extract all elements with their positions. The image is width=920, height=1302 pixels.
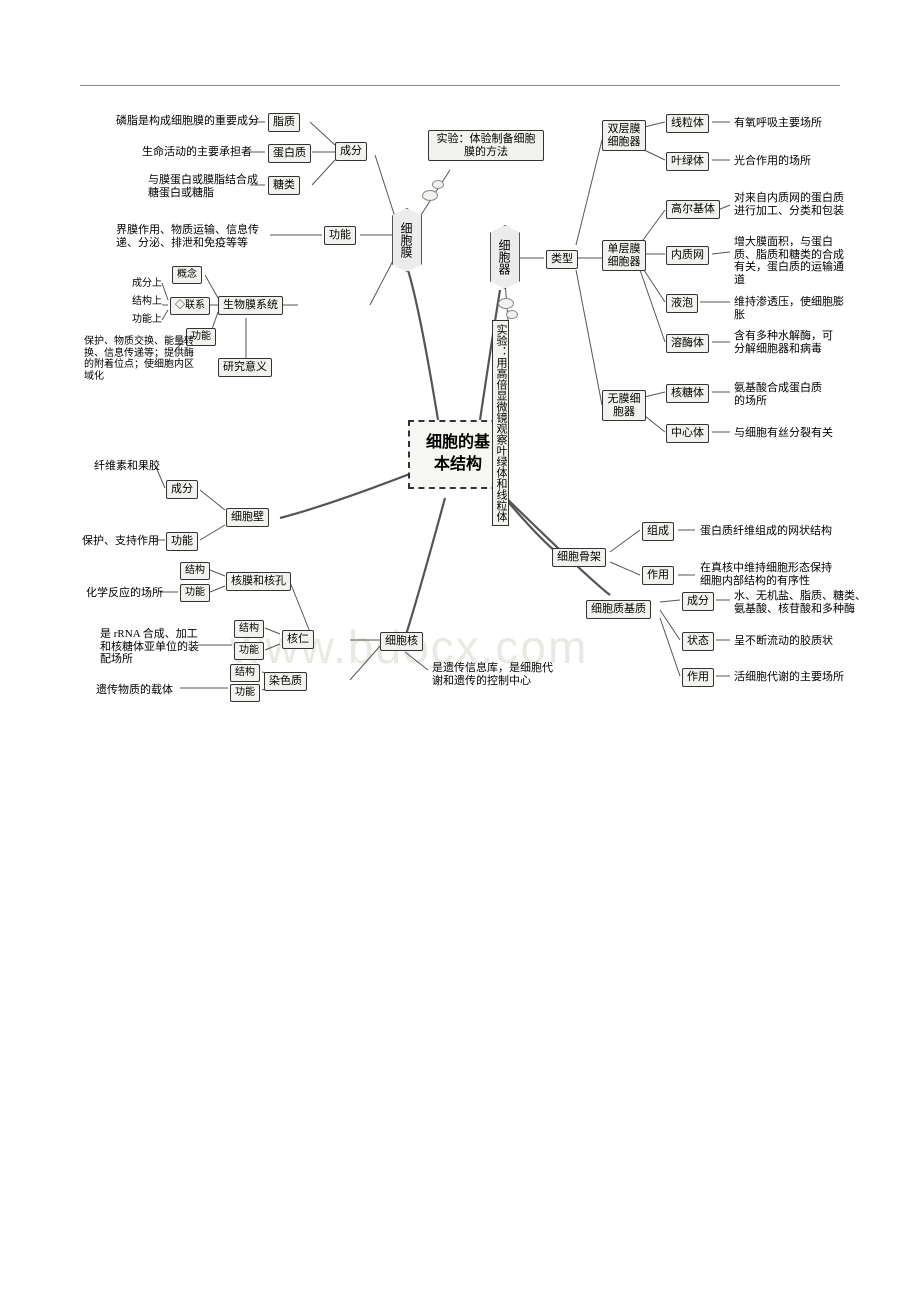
org-d0-desc: 有氧呼吸主要场所 [730, 115, 826, 132]
bms-rel-txt: 联系 [185, 300, 205, 311]
bms-rel-c: 功能上 [128, 312, 166, 328]
bms-label: 生物膜系统 [218, 296, 283, 315]
cytosol-label: 细胞质基质 [586, 600, 651, 619]
nucleolus-label: 核仁 [282, 630, 314, 649]
membrane-experiment: 实验：体验制备细胞膜的方法 [428, 130, 544, 161]
bms-rel-label: ◇联系 [170, 297, 210, 315]
cytosol-func-desc: 活细胞代谢的主要场所 [730, 669, 848, 686]
chromatin-desc: 遗传物质的载体 [92, 682, 177, 699]
cytosol-func-label: 作用 [682, 668, 714, 687]
mindmap-canvas: www.bdocx.com [0, 0, 920, 1302]
org-d1-name: 叶绿体 [666, 152, 709, 171]
comp-name-1: 蛋白质 [268, 144, 311, 163]
comp-desc-1: 生命活动的主要承担者 [138, 144, 264, 161]
org-single-label: 单层膜细胞器 [602, 240, 646, 271]
cytosol-state-desc: 呈不断流动的胶质状 [730, 633, 837, 650]
bms-rel-a: 成分上 [128, 276, 166, 292]
nucleolus-func: 功能 [234, 642, 264, 660]
hex-organelles: 细胞器 [490, 225, 520, 289]
org-s3-desc: 含有多种水解酶，可分解细胞器和病毒 [730, 328, 846, 357]
org-n1-desc: 与细胞有丝分裂有关 [730, 425, 837, 442]
envelope-struct: 结构 [180, 562, 210, 580]
wall-comp-desc: 纤维素和果胶 [90, 458, 164, 475]
cyto-comp-label: 组成 [642, 522, 674, 541]
cytosol-comp-label: 成分 [682, 592, 714, 611]
org-s1-name: 内质网 [666, 246, 709, 265]
envelope-func: 功能 [180, 584, 210, 602]
membrane-components-label: 成分 [335, 142, 367, 161]
envelope-func-desc: 化学反应的场所 [82, 585, 167, 602]
org-double-label: 双层膜细胞器 [602, 120, 646, 151]
org-s2-desc: 维持渗透压，使细胞膨胀 [730, 294, 858, 323]
cyto-label: 细胞骨架 [552, 548, 606, 567]
header-rule [80, 85, 840, 86]
cytosol-state-label: 状态 [682, 632, 714, 651]
org-none-label: 无膜细胞器 [602, 390, 646, 421]
bms-func-desc: 保护、物质交换、能量转换、信息传递等；提供酶的附着位点；使细胞内区域化 [80, 334, 200, 384]
cyto-func-desc: 在真核中维持细胞形态保持细胞内部结构的有序性 [696, 560, 844, 589]
cyto-comp-desc: 蛋白质纤维组成的网状结构 [696, 523, 836, 540]
wall-comp-label: 成分 [166, 480, 198, 499]
org-s2-name: 液泡 [666, 294, 698, 313]
nucleus-label: 细胞核 [380, 632, 423, 651]
org-s3-name: 溶酶体 [666, 334, 709, 353]
center-l1: 细胞的基 [426, 434, 490, 451]
nucleolus-struct: 结构 [234, 620, 264, 638]
envelope-label: 核膜和核孔 [226, 572, 291, 591]
cloud-icon [506, 310, 518, 319]
org-n1-name: 中心体 [666, 424, 709, 443]
cytosol-comp-desc: 水、无机盐、脂质、糖类、氨基酸、核苷酸和多种酶 [730, 588, 870, 617]
cloud-icon [422, 190, 438, 201]
comp-desc-2: 与膜蛋白或膜脂结合成糖蛋白或糖脂 [144, 172, 264, 201]
org-d0-name: 线粒体 [666, 114, 709, 133]
org-experiment: 实验：用高倍显微镜观察叶绿体和线粒体 [492, 320, 509, 526]
org-s0-name: 高尔基体 [666, 200, 720, 219]
nucleus-desc: 是遗传信息库，是细胞代谢和遗传的控制中心 [428, 660, 560, 689]
membrane-func-desc: 界膜作用、物质运输、信息传递、分泌、排泄和免疫等等 [112, 222, 270, 251]
bms-concept: 概念 [172, 266, 202, 284]
wall-label: 细胞壁 [226, 508, 269, 527]
comp-name-2: 糖类 [268, 176, 300, 195]
center-l2: 本结构 [434, 456, 482, 473]
org-d1-desc: 光合作用的场所 [730, 153, 815, 170]
bms-research: 研究意义 [218, 358, 272, 377]
org-n0-desc: 氨基酸合成蛋白质的场所 [730, 380, 826, 409]
nucleolus-desc: 是 rRNA 合成、加工和核糖体亚单位的装配场所 [96, 626, 206, 668]
wall-func-label: 功能 [166, 532, 198, 551]
org-s0-desc: 对来自内质网的蛋白质进行加工、分类和包装 [730, 190, 850, 219]
wall-func-desc: 保护、支持作用 [78, 533, 163, 550]
bms-rel-b: 结构上 [128, 294, 166, 310]
cloud-icon [498, 298, 514, 309]
hex-membrane: 细胞膜 [392, 208, 422, 272]
membrane-func-label: 功能 [324, 226, 356, 245]
org-s1-desc: 增大膜面积，与蛋白质、脂质和糖类的合成有关，蛋白质的运输通道 [730, 234, 858, 289]
comp-name-0: 脂质 [268, 113, 300, 132]
org-type-label: 类型 [546, 250, 578, 269]
chromatin-struct: 结构 [230, 664, 260, 682]
cloud-icon [432, 180, 444, 189]
comp-desc-0: 磷脂是构成细胞膜的重要成分 [112, 113, 264, 130]
org-n0-name: 核糖体 [666, 384, 709, 403]
cyto-func-label: 作用 [642, 566, 674, 585]
chromatin-func: 功能 [230, 684, 260, 702]
chromatin-label: 染色质 [264, 672, 307, 691]
